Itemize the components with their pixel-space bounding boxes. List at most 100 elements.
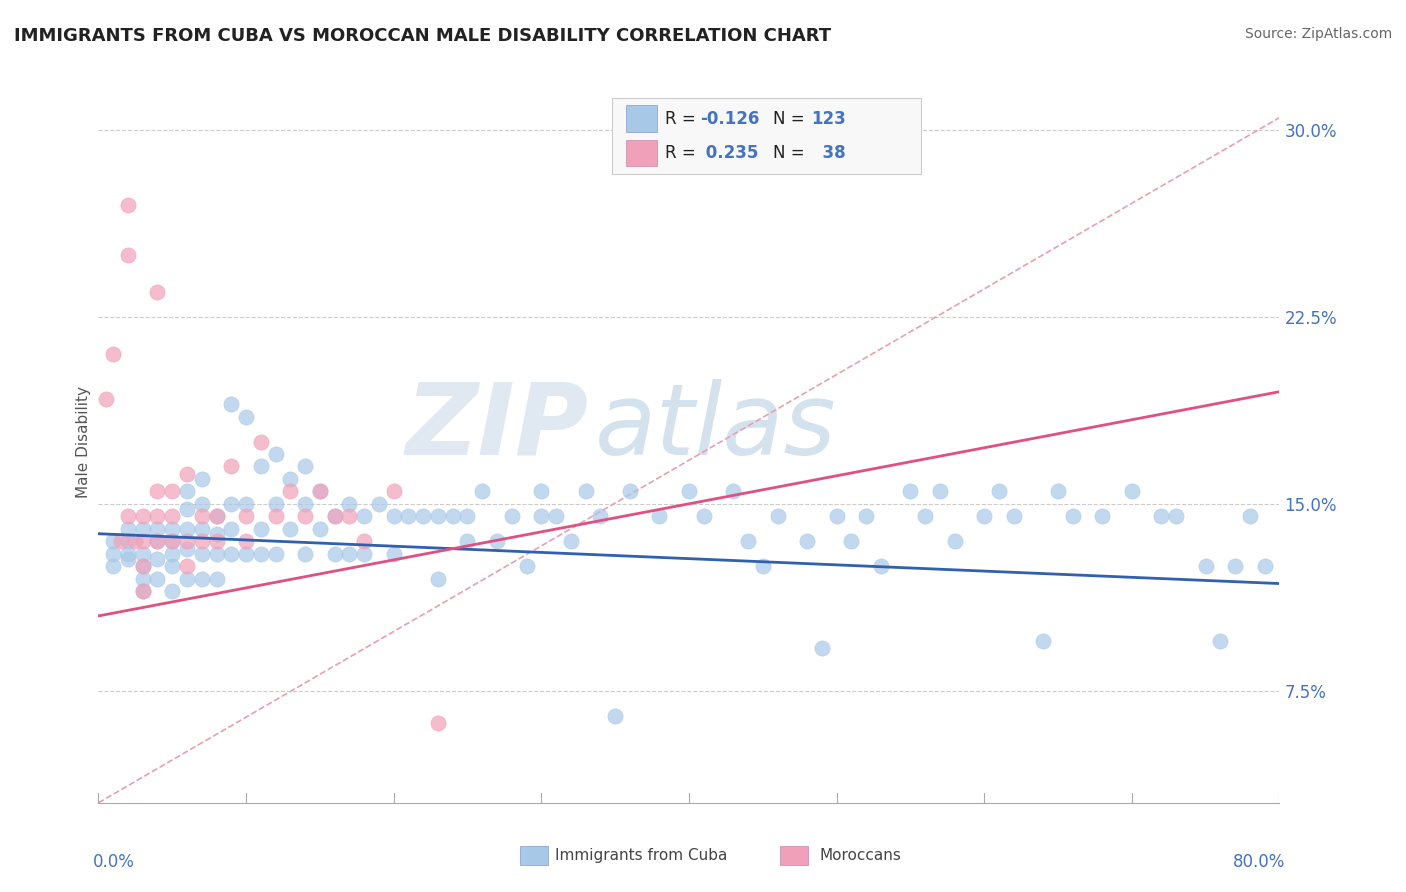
Point	[1150, 509, 1173, 524]
Point	[191, 497, 214, 511]
Point	[471, 484, 494, 499]
Point	[110, 534, 132, 549]
Point	[117, 547, 139, 561]
Point	[280, 522, 302, 536]
Point	[323, 509, 346, 524]
Point	[309, 484, 332, 499]
Point	[103, 347, 125, 361]
Point	[146, 484, 169, 499]
Text: 80.0%: 80.0%	[1233, 854, 1285, 871]
Point	[589, 509, 612, 524]
Point	[250, 522, 273, 536]
Point	[162, 522, 183, 536]
Point	[309, 522, 332, 536]
Point	[94, 392, 117, 407]
Point	[516, 559, 538, 574]
Point	[693, 509, 716, 524]
Point	[353, 534, 375, 549]
Point	[810, 641, 832, 656]
Point	[205, 526, 228, 541]
Y-axis label: Male Disability: Male Disability	[76, 385, 91, 498]
Point	[264, 497, 287, 511]
Point	[648, 509, 671, 524]
Text: R =: R =	[665, 111, 702, 128]
Text: 0.235: 0.235	[700, 145, 759, 162]
Point	[1121, 484, 1143, 499]
Point	[117, 534, 139, 549]
Point	[235, 509, 257, 524]
Point	[264, 509, 287, 524]
Point	[205, 534, 228, 549]
Point	[1195, 559, 1218, 574]
Point	[221, 522, 243, 536]
Point	[235, 534, 257, 549]
Point	[1239, 509, 1261, 524]
Point	[191, 472, 214, 486]
Text: 0.0%: 0.0%	[93, 854, 135, 871]
Text: Source: ZipAtlas.com: Source: ZipAtlas.com	[1244, 27, 1392, 41]
Point	[339, 509, 361, 524]
Point	[132, 559, 155, 574]
Point	[530, 484, 553, 499]
Point	[530, 509, 553, 524]
Text: 123: 123	[811, 111, 846, 128]
Point	[205, 572, 228, 586]
Point	[353, 509, 375, 524]
Point	[132, 547, 155, 561]
Point	[221, 497, 243, 511]
Point	[900, 484, 922, 499]
Point	[1091, 509, 1114, 524]
Point	[132, 509, 155, 524]
Point	[280, 484, 302, 499]
Point	[973, 509, 995, 524]
Point	[943, 534, 966, 549]
Point	[117, 198, 139, 212]
Point	[146, 551, 169, 566]
Point	[176, 541, 198, 556]
Point	[176, 534, 198, 549]
Point	[191, 534, 214, 549]
Point	[191, 547, 214, 561]
Point	[235, 547, 257, 561]
Point	[1062, 509, 1084, 524]
Point	[235, 409, 257, 424]
Point	[162, 534, 183, 549]
Point	[752, 559, 775, 574]
Point	[605, 708, 627, 723]
Point	[427, 572, 450, 586]
Point	[294, 459, 316, 474]
Point	[205, 509, 228, 524]
Point	[280, 472, 302, 486]
Point	[103, 534, 125, 549]
Point	[221, 547, 243, 561]
Text: atlas: atlas	[595, 378, 837, 475]
Point	[501, 509, 523, 524]
Point	[855, 509, 877, 524]
Point	[132, 584, 155, 599]
Point	[117, 248, 139, 262]
Point	[221, 397, 243, 411]
Point	[1166, 509, 1188, 524]
Point	[146, 285, 169, 299]
Point	[162, 584, 183, 599]
Point	[339, 547, 361, 561]
Point	[457, 509, 479, 524]
Point	[250, 459, 273, 474]
Point	[117, 509, 139, 524]
Point	[162, 547, 183, 561]
Point	[146, 509, 169, 524]
Point	[1032, 633, 1054, 648]
Point	[176, 559, 198, 574]
Point	[546, 509, 568, 524]
Point	[870, 559, 893, 574]
Point	[678, 484, 700, 499]
Point	[1209, 633, 1232, 648]
Point	[250, 547, 273, 561]
Point	[309, 484, 332, 499]
Text: N =: N =	[773, 145, 810, 162]
Point	[619, 484, 641, 499]
Point	[132, 584, 155, 599]
Point	[162, 484, 183, 499]
Point	[176, 572, 198, 586]
Point	[382, 547, 405, 561]
